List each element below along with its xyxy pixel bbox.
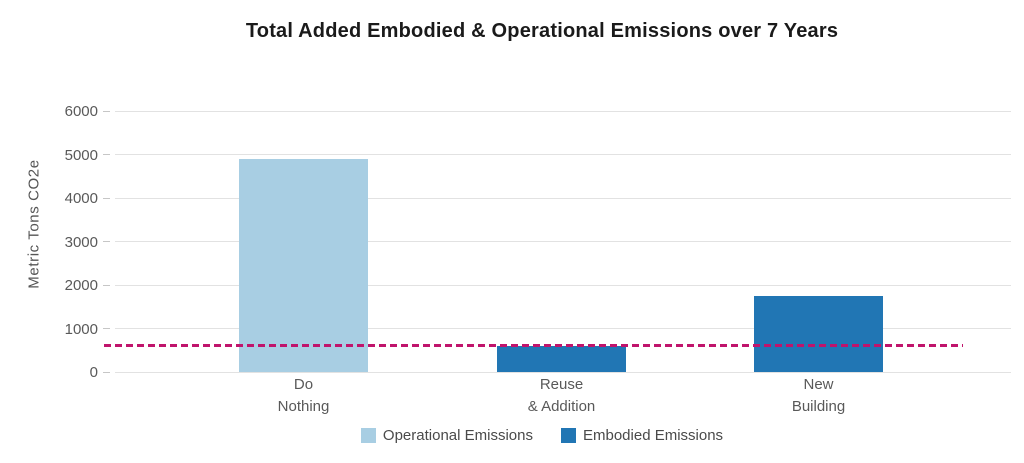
gridline [115,154,1011,155]
category-label-line: Nothing [277,398,330,415]
legend-label: Embodied Emissions [583,427,724,444]
y-tick-label: 2000 [64,277,98,294]
plot-area [104,110,1011,373]
category-label-line: Reuse [539,376,584,393]
y-tick-mark [103,328,110,329]
category-label-line: & Addition [527,398,596,415]
y-axis-tick-labels: 0 1000 2000 3000 4000 5000 6000 [0,103,98,381]
y-tick-mark [103,154,110,155]
category-label-line: Do [293,376,314,393]
y-tick-label: 6000 [64,103,98,120]
category-label: Do Nothing [219,374,389,418]
legend: Operational Emissions Embodied Emissions [60,427,1024,444]
legend-swatch [561,428,576,443]
y-tick-label: 0 [89,364,98,381]
gridline [115,110,1011,112]
category-label-line: Building [791,398,846,415]
bar [239,158,368,372]
y-tick-mark [103,241,110,242]
legend-swatch [360,428,376,443]
category-label-line: New [803,376,834,393]
gridline [115,284,1011,286]
y-tick-mark [103,110,110,112]
y-tick-label: 4000 [64,190,98,207]
chart-title: Total Added Embodied & Operational Emiss… [245,20,839,42]
gridline [115,371,1011,373]
category-label: Reuse & Addition [477,374,647,418]
legend-item: Operational Emissions [360,427,533,444]
y-tick-label: 3000 [64,233,98,251]
bar [497,345,626,372]
category-label: New Building [734,374,904,418]
reference-line [104,343,963,347]
bar [754,295,883,372]
y-tick-mark [103,197,110,199]
y-tick-label: 1000 [64,320,98,338]
gridline [115,241,1011,242]
gridline [115,197,1011,199]
y-tick-label: 5000 [64,146,98,164]
gridline [115,328,1011,329]
y-tick-mark [103,371,110,373]
legend-label: Operational Emissions [382,427,533,444]
legend-item: Embodied Emissions [561,427,723,444]
y-tick-mark [103,284,110,286]
